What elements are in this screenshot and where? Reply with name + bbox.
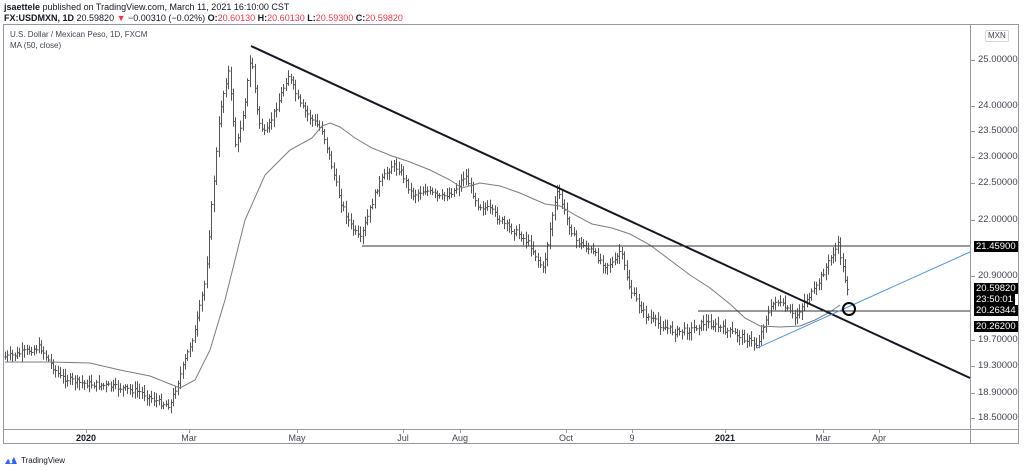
chart-legend: U.S. Dollar / Mexican Peso, 1D, FXCM MA … xyxy=(10,29,147,51)
price-tick xyxy=(971,276,975,277)
time-label: Oct xyxy=(558,433,574,443)
price-label: 19.70000 xyxy=(978,334,1018,345)
time-tick xyxy=(460,430,461,433)
low-label: L: xyxy=(307,13,316,23)
price-label: 25.00000 xyxy=(978,54,1018,65)
time-label: Mar xyxy=(181,433,197,443)
time-tick xyxy=(403,430,404,433)
moving-average-line xyxy=(5,122,841,389)
price-tick xyxy=(971,220,975,221)
ascending-support-line xyxy=(756,251,971,349)
ohlc-bars xyxy=(4,55,849,414)
time-tick xyxy=(189,430,190,433)
price-label: 18.50000 xyxy=(978,412,1018,423)
high-value: 20.60130 xyxy=(267,13,305,23)
brand-name: TradingView xyxy=(21,456,66,465)
time-tick xyxy=(823,430,824,433)
price-label: 18.90000 xyxy=(978,387,1018,398)
time-tick xyxy=(632,430,633,433)
price-label: 22.00000 xyxy=(978,214,1018,225)
time-label: 9 xyxy=(629,433,635,443)
time-label: Mar xyxy=(815,433,831,443)
price-tick xyxy=(971,131,975,132)
symbol-info: FX:USDMXN, 1D 20.59820 ▼ −0.00310 (−0.02… xyxy=(4,13,403,24)
price-tick xyxy=(971,366,975,367)
price-badge: 21.45900 xyxy=(974,241,1018,252)
price-tick xyxy=(971,340,975,341)
symbol-name: FX:USDMXN, 1D xyxy=(4,13,75,23)
time-label: May xyxy=(288,433,306,443)
price-tick xyxy=(971,60,975,61)
time-tick xyxy=(879,430,880,433)
confluence-circle xyxy=(842,302,856,316)
descending-trendline xyxy=(250,45,971,379)
indicator-label[interactable]: MA (50, close) xyxy=(10,41,62,50)
chart-frame xyxy=(3,24,1019,444)
close-label: C: xyxy=(355,13,366,23)
time-label: 2021 xyxy=(714,433,736,443)
last-price: 20.59820 xyxy=(76,13,115,23)
price-label: 23.00000 xyxy=(978,151,1018,162)
price-label: 24.00000 xyxy=(978,100,1018,111)
time-label: 2020 xyxy=(75,433,97,443)
tradingview-footer: TradingView xyxy=(4,456,65,465)
open-label: O: xyxy=(207,13,218,23)
author-name[interactable]: jsaettele xyxy=(4,2,41,12)
time-label: Jul xyxy=(397,433,409,443)
price-label: 23.50000 xyxy=(978,125,1018,136)
publish-info: jsaettele published on TradingView.com, … xyxy=(4,2,289,13)
price-badge: 23:50:01 xyxy=(974,294,1015,305)
price-badge: 20.26200 xyxy=(974,321,1018,332)
price-axis-divider xyxy=(970,24,971,444)
price-badge: 20.26344 xyxy=(974,305,1018,316)
price-change: −0.00310 (−0.02%) xyxy=(128,13,206,23)
price-tick xyxy=(971,157,975,158)
price-badge: 20.59820 xyxy=(974,283,1018,294)
price-tick xyxy=(971,393,975,394)
price-label: 20.90000 xyxy=(978,270,1018,281)
time-tick xyxy=(566,430,567,433)
time-tick xyxy=(86,430,87,433)
open-value: 20.60130 xyxy=(217,13,256,23)
price-tick xyxy=(971,418,975,419)
price-label: 19.30000 xyxy=(978,360,1018,371)
low-value: 20.59300 xyxy=(315,13,354,23)
time-tick xyxy=(297,430,298,433)
close-value: 20.59820 xyxy=(365,13,403,23)
price-tick xyxy=(971,183,975,184)
tradingview-logo-icon xyxy=(5,457,17,464)
price-label: 22.50000 xyxy=(978,177,1018,188)
time-label: Apr xyxy=(871,433,887,443)
time-label: Aug xyxy=(451,433,469,443)
series-title: U.S. Dollar / Mexican Peso, 1D, FXCM xyxy=(10,30,148,39)
high-label: H: xyxy=(257,13,268,23)
currency-badge: MXN xyxy=(985,30,1009,42)
time-tick xyxy=(725,430,726,433)
published-text: published on TradingView.com, March 11, … xyxy=(42,2,290,12)
time-axis-divider xyxy=(3,429,1019,430)
down-arrow-icon: ▼ xyxy=(116,13,126,23)
price-tick xyxy=(971,106,975,107)
